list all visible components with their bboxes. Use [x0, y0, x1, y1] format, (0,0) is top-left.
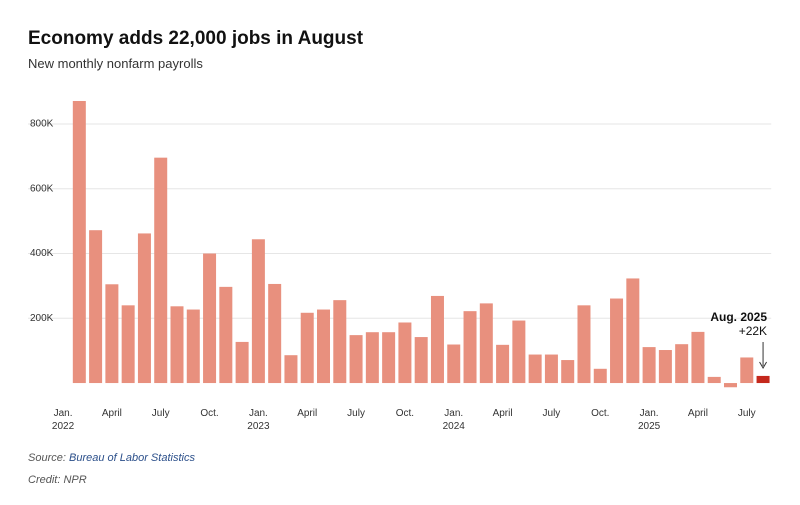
bar — [740, 357, 754, 384]
chart-subtitle: New monthly nonfarm payrolls — [28, 56, 203, 71]
bar — [203, 253, 217, 384]
bar — [756, 375, 770, 384]
x-tick-label: April — [492, 408, 513, 419]
bar — [154, 157, 168, 384]
x-tick-label: Jan. 2022 — [51, 408, 75, 432]
bar — [447, 344, 461, 384]
x-tick-label: April — [297, 408, 318, 419]
x-tick-label: April — [687, 408, 708, 419]
x-tick-label: July — [347, 408, 365, 419]
annotation-arrowhead — [759, 361, 767, 369]
x-tick-label: Jan. 2024 — [442, 408, 465, 432]
bar — [577, 305, 591, 384]
bar — [512, 320, 526, 384]
bar — [496, 344, 510, 384]
bar — [724, 383, 738, 388]
x-tick-label: Oct. — [200, 408, 219, 419]
x-tick-label: Jan. 2025 — [637, 408, 661, 432]
bar — [382, 332, 396, 384]
bar — [365, 332, 379, 384]
bar — [561, 360, 575, 384]
source-label: Source: — [28, 452, 66, 464]
y-tick-label: 600K — [30, 183, 54, 194]
bar — [105, 284, 119, 384]
bar — [137, 233, 151, 384]
annotation-title: Aug. 2025 — [710, 310, 767, 324]
y-tick-label: 200K — [30, 313, 54, 324]
bar — [626, 278, 640, 384]
source: Source: Bureau of Labor Statistics — [28, 452, 195, 464]
bar — [121, 305, 135, 384]
bar — [333, 300, 347, 384]
bar — [544, 354, 558, 384]
chart-title: Economy adds 22,000 jobs in August — [28, 28, 364, 49]
x-tick-label: July — [151, 408, 170, 419]
y-tick-label: 800K — [30, 119, 54, 130]
bar — [528, 354, 542, 384]
bar — [463, 311, 477, 384]
bar — [300, 312, 314, 384]
x-tick-label: Oct. — [395, 408, 415, 419]
bar — [479, 303, 493, 384]
bar — [284, 355, 298, 384]
bar — [414, 337, 428, 384]
bar — [72, 100, 86, 384]
bar — [268, 283, 282, 384]
bar — [317, 309, 331, 384]
bar — [349, 335, 363, 384]
bar — [186, 309, 200, 384]
x-tick-label: July — [542, 408, 561, 419]
bar — [398, 322, 412, 384]
credit: Credit: NPR — [28, 474, 87, 486]
x-tick-label: Oct. — [591, 408, 610, 419]
x-tick-label: July — [737, 408, 756, 419]
bar — [658, 350, 672, 384]
bar — [430, 295, 444, 384]
bar — [251, 239, 265, 384]
bar — [593, 368, 607, 384]
annotation-text: +22K — [739, 324, 767, 338]
x-tick-label: Jan. 2023 — [247, 408, 270, 432]
x-tick-label: April — [101, 408, 122, 419]
bar — [642, 347, 656, 384]
bar — [691, 331, 705, 384]
bar — [235, 341, 249, 384]
bar — [707, 376, 721, 384]
bar — [89, 230, 103, 384]
bar — [675, 344, 689, 384]
bar — [610, 298, 624, 384]
bar — [219, 286, 233, 384]
y-tick-label: 400K — [30, 248, 54, 259]
source-link[interactable]: Bureau of Labor Statistics — [68, 452, 195, 464]
bar — [170, 306, 184, 384]
